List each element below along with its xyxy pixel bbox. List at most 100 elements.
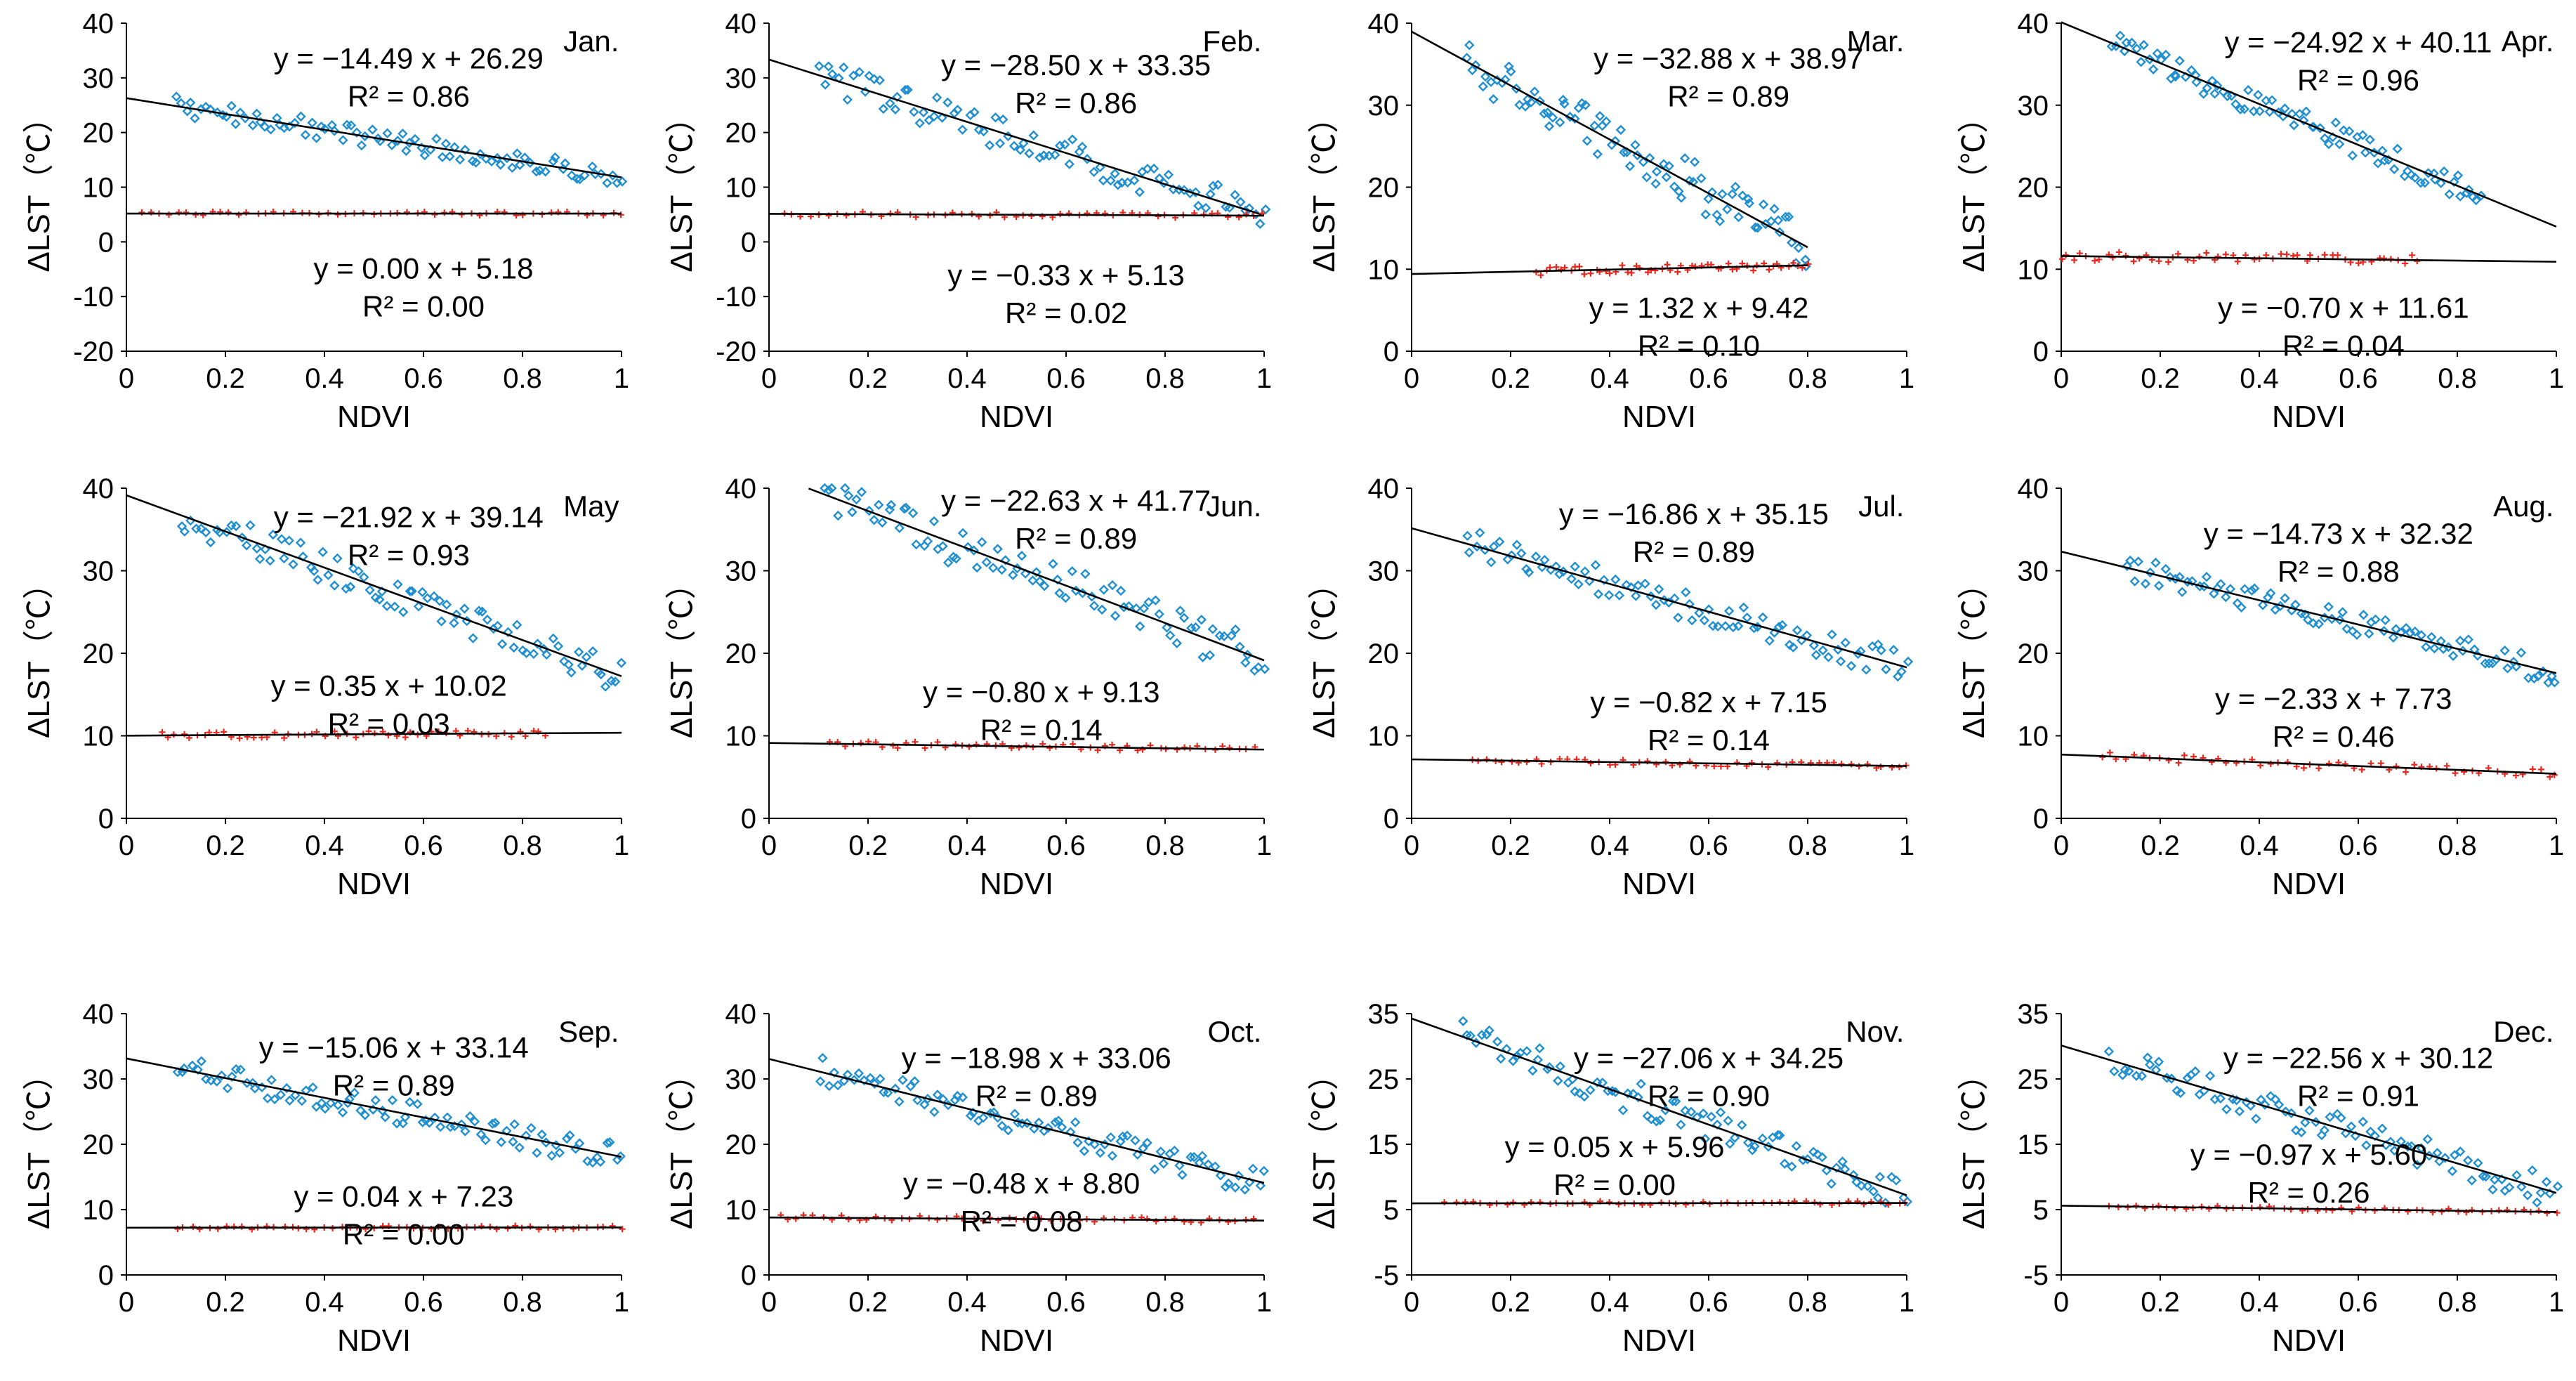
data-point bbox=[952, 741, 959, 748]
data-point bbox=[938, 541, 948, 551]
data-point bbox=[1818, 645, 1828, 655]
data-point bbox=[1181, 744, 1188, 751]
data-point bbox=[1224, 202, 1235, 213]
upper-equation: y = −32.88 x + 38.97 bbox=[1593, 42, 1863, 75]
data-point bbox=[1617, 1105, 1629, 1115]
data-point bbox=[1064, 159, 1075, 169]
y-tick-label: 20 bbox=[2018, 639, 2049, 669]
data-point bbox=[2209, 589, 2219, 599]
lower-r-squared: R² = 0.14 bbox=[1648, 724, 1770, 757]
data-point bbox=[827, 483, 837, 494]
data-point bbox=[504, 1225, 511, 1232]
data-point bbox=[1681, 587, 1691, 598]
data-point bbox=[2063, 251, 2070, 258]
data-point bbox=[1008, 140, 1020, 152]
data-point bbox=[814, 60, 824, 72]
data-point bbox=[1122, 1130, 1133, 1141]
data-point bbox=[1860, 1200, 1867, 1207]
data-point bbox=[965, 1111, 976, 1121]
y-tick-label: 20 bbox=[725, 118, 757, 149]
data-point bbox=[1793, 242, 1804, 254]
data-point bbox=[2115, 30, 2126, 41]
data-point bbox=[617, 211, 624, 218]
data-point bbox=[1670, 1096, 1681, 1107]
data-point bbox=[610, 676, 621, 687]
data-point bbox=[2455, 1146, 2466, 1157]
data-point bbox=[2388, 632, 2399, 643]
data-point bbox=[2236, 602, 2247, 613]
data-point bbox=[1112, 180, 1124, 190]
data-point bbox=[1129, 175, 1140, 186]
y-tick-label: 25 bbox=[2018, 1064, 2049, 1095]
data-point bbox=[1018, 138, 1029, 149]
data-point bbox=[1749, 1141, 1760, 1152]
y-tick-label: -5 bbox=[2023, 1260, 2049, 1291]
data-point bbox=[507, 162, 518, 174]
x-tick-label: 1 bbox=[1256, 363, 1272, 394]
data-point bbox=[919, 540, 930, 551]
data-point bbox=[1197, 1151, 1208, 1161]
data-point bbox=[985, 1108, 996, 1118]
data-point bbox=[905, 1081, 916, 1092]
data-point bbox=[2186, 65, 2197, 76]
x-tick-label: 0 bbox=[2053, 1287, 2069, 1318]
data-point bbox=[2174, 250, 2181, 257]
data-point bbox=[1700, 1198, 1707, 1205]
data-point bbox=[1520, 101, 1531, 112]
data-point bbox=[284, 1095, 295, 1106]
data-point bbox=[984, 140, 995, 151]
data-point bbox=[1895, 764, 1903, 771]
data-point bbox=[492, 620, 503, 631]
lower-r-squared: R² = 0.14 bbox=[980, 714, 1103, 747]
data-point bbox=[2547, 773, 2554, 780]
data-point bbox=[1089, 601, 1100, 611]
data-point bbox=[1606, 1199, 1613, 1206]
upper-r-squared: R² = 0.89 bbox=[975, 1080, 1098, 1113]
data-point bbox=[1787, 237, 1797, 248]
y-tick-label: 0 bbox=[1384, 336, 1399, 367]
data-point bbox=[263, 1223, 270, 1230]
data-point bbox=[429, 1112, 440, 1123]
upper-fit-line bbox=[808, 487, 1265, 662]
data-point bbox=[2329, 1207, 2336, 1214]
data-point bbox=[300, 129, 311, 140]
data-point bbox=[1615, 1200, 1622, 1207]
data-point bbox=[389, 601, 400, 612]
data-point bbox=[349, 1087, 360, 1099]
data-point bbox=[615, 1151, 626, 1162]
data-point bbox=[969, 107, 980, 117]
data-point bbox=[2361, 1140, 2372, 1151]
data-point bbox=[346, 120, 357, 131]
y-axis-label: ΔLST（℃） bbox=[664, 1059, 699, 1229]
data-point bbox=[2347, 259, 2354, 266]
data-point bbox=[1259, 664, 1270, 674]
data-point bbox=[1694, 608, 1704, 618]
data-point bbox=[907, 508, 919, 518]
x-tick-label: 0.6 bbox=[1046, 363, 1086, 394]
data-point bbox=[437, 152, 448, 162]
data-point bbox=[1138, 603, 1150, 614]
data-point bbox=[178, 1063, 190, 1074]
data-point bbox=[2239, 104, 2249, 114]
data-point bbox=[2223, 1205, 2230, 1212]
data-point bbox=[792, 1215, 799, 1222]
data-point bbox=[1117, 1131, 1128, 1142]
data-point bbox=[1070, 1117, 1081, 1127]
data-point bbox=[147, 209, 155, 216]
data-point bbox=[1551, 561, 1561, 572]
data-point bbox=[2254, 106, 2265, 117]
data-point bbox=[1185, 1152, 1196, 1163]
data-point bbox=[2124, 1066, 2134, 1076]
x-tick-label: 0.4 bbox=[2240, 1287, 2279, 1318]
data-point bbox=[902, 84, 913, 96]
data-point bbox=[2296, 1127, 2307, 1138]
data-point bbox=[1461, 1198, 1468, 1205]
upper-r-squared: R² = 0.86 bbox=[1015, 86, 1137, 119]
data-point bbox=[307, 117, 317, 128]
data-point bbox=[2115, 249, 2122, 256]
y-axis-label: ΔLST（℃） bbox=[1957, 102, 1991, 272]
data-point bbox=[1142, 1137, 1152, 1148]
data-point bbox=[1458, 1016, 1468, 1026]
data-point bbox=[2303, 615, 2313, 625]
data-point bbox=[1053, 1115, 1064, 1126]
